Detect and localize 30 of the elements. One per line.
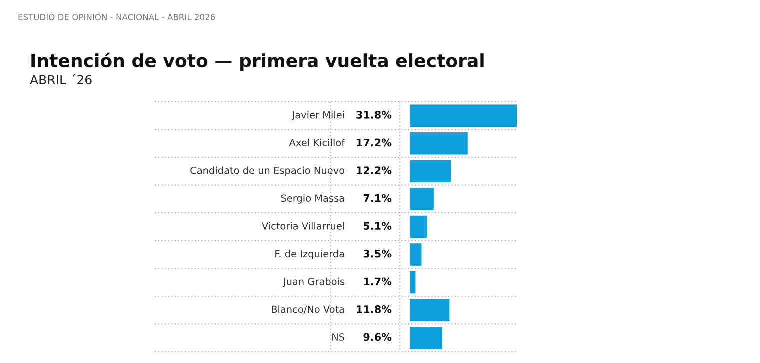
bar	[410, 327, 442, 350]
y-tick-label: Javier Milei	[292, 111, 344, 121]
bar	[410, 104, 517, 127]
bar	[410, 244, 422, 266]
text: ESTUDIO DE OPINIÓN - NACIONAL - ABRIL 2026	[18, 12, 216, 20]
data-label: 1.7%	[364, 278, 392, 286]
text: Intención de voto — primera vuelta electoral	[32, 52, 484, 72]
data-label: 11.8%	[357, 305, 392, 314]
bar	[410, 160, 452, 183]
bar	[410, 271, 416, 294]
y-tick-label: NS	[332, 334, 345, 341]
y-tick-label: Sergio Massa	[281, 194, 344, 204]
data-label: 3.5%	[364, 250, 392, 258]
bar	[410, 216, 428, 238]
bar	[410, 299, 450, 322]
y-tick-label: F. de Izquierda	[276, 250, 344, 260]
y-tick-label: Juan Grabois	[282, 278, 345, 288]
bar	[410, 132, 468, 155]
data-label: 5.1%	[364, 222, 392, 230]
y-tick-label: Candidato de un Espacio Nuevo	[190, 166, 345, 176]
y-tick-label: Blanco/No Vota	[272, 306, 344, 314]
data-label: 7.1%	[364, 194, 392, 202]
text: ABRIL ´26	[30, 74, 92, 85]
data-label: 9.6%	[364, 333, 392, 342]
data-label: 31.8%	[356, 111, 392, 119]
y-tick-label: Victoria Villarruel	[262, 222, 344, 230]
data-label: 12.2%	[357, 166, 392, 174]
bar	[410, 188, 434, 210]
data-label: 17.2%	[357, 138, 392, 147]
y-tick-label: Axel Kicillof	[289, 138, 346, 146]
